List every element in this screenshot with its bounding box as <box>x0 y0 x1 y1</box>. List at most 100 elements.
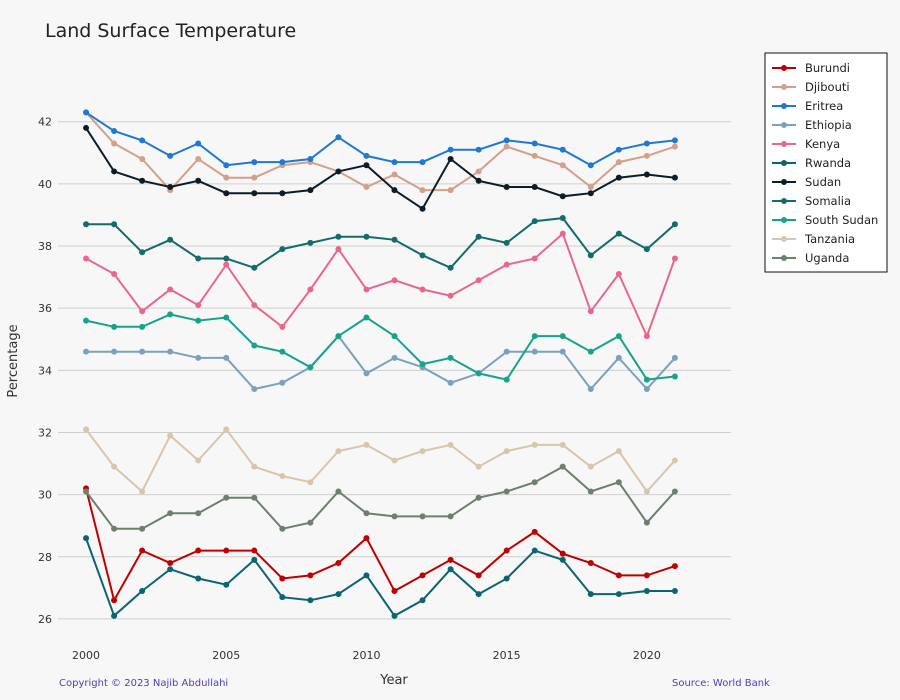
data-point <box>391 354 398 361</box>
data-point <box>223 314 230 321</box>
data-point <box>615 159 622 166</box>
data-point <box>279 159 286 166</box>
data-point <box>307 519 314 526</box>
legend-item-ethiopia: Ethiopia <box>772 118 852 132</box>
x-tick-label: 2010 <box>352 649 380 662</box>
data-point <box>503 448 510 455</box>
data-point <box>83 124 90 131</box>
data-point <box>251 190 258 197</box>
data-point <box>139 323 146 330</box>
series-south-sudan <box>83 311 678 383</box>
data-point <box>335 233 342 240</box>
y-tick-label: 34 <box>38 364 52 377</box>
data-point <box>335 246 342 253</box>
data-point <box>447 354 454 361</box>
data-point <box>111 525 118 532</box>
data-point <box>475 572 482 579</box>
data-point <box>419 597 426 604</box>
data-point <box>419 572 426 579</box>
data-point <box>83 317 90 324</box>
data-point <box>335 488 342 495</box>
data-point <box>559 146 566 153</box>
data-point <box>251 547 258 554</box>
data-point <box>223 174 230 181</box>
data-point <box>503 488 510 495</box>
data-point <box>475 591 482 598</box>
data-point <box>615 591 622 598</box>
data-point <box>503 547 510 554</box>
data-point <box>419 513 426 520</box>
legend-swatch-marker <box>781 65 787 71</box>
data-point <box>195 354 202 361</box>
data-point <box>223 261 230 268</box>
series-sudan <box>83 124 678 212</box>
series-somalia <box>83 215 678 271</box>
data-point <box>643 385 650 392</box>
data-point <box>671 354 678 361</box>
data-point <box>559 215 566 222</box>
data-point <box>419 205 426 212</box>
data-point <box>111 270 118 277</box>
data-point <box>531 528 538 535</box>
data-point <box>363 314 370 321</box>
data-point <box>615 270 622 277</box>
data-point <box>335 448 342 455</box>
legend-label: Uganda <box>805 251 849 265</box>
data-point <box>643 246 650 253</box>
data-point <box>391 236 398 243</box>
data-point <box>419 252 426 259</box>
data-point <box>531 479 538 486</box>
legend-swatch-marker <box>781 198 787 204</box>
data-point <box>251 463 258 470</box>
data-point <box>475 177 482 184</box>
data-point <box>139 308 146 315</box>
data-point <box>111 221 118 228</box>
data-point <box>559 162 566 169</box>
data-point <box>503 261 510 268</box>
data-point <box>335 591 342 598</box>
data-point <box>615 479 622 486</box>
data-point <box>363 152 370 159</box>
data-point <box>475 233 482 240</box>
data-point <box>559 193 566 200</box>
data-point <box>615 230 622 237</box>
y-axis-label: Percentage <box>6 324 21 397</box>
data-point <box>447 187 454 194</box>
data-point <box>307 156 314 163</box>
data-point <box>559 441 566 448</box>
data-point <box>307 239 314 246</box>
data-point <box>643 333 650 340</box>
legend-item-somalia: Somalia <box>772 194 851 208</box>
series-line-sudan <box>85 127 676 211</box>
data-point <box>671 137 678 144</box>
data-point <box>363 370 370 377</box>
data-point <box>391 277 398 284</box>
data-point <box>671 143 678 150</box>
data-point <box>223 494 230 501</box>
data-point <box>447 513 454 520</box>
data-point <box>447 441 454 448</box>
data-point <box>83 221 90 228</box>
data-point <box>559 556 566 563</box>
data-point <box>671 221 678 228</box>
data-point <box>475 494 482 501</box>
data-point <box>195 510 202 517</box>
data-point <box>419 361 426 368</box>
data-point <box>111 348 118 355</box>
legend-label: Sudan <box>805 175 841 189</box>
data-point <box>615 333 622 340</box>
copyright-credit: Copyright © 2023 Najib Abdullahi <box>59 678 229 689</box>
legend-swatch-marker <box>781 179 787 185</box>
y-tick-label: 38 <box>38 240 52 253</box>
data-point <box>167 510 174 517</box>
data-point <box>307 364 314 371</box>
data-point <box>587 190 594 197</box>
data-point <box>643 519 650 526</box>
data-point <box>83 255 90 262</box>
legend-item-south-sudan: South Sudan <box>772 213 878 227</box>
legend-label: Eritrea <box>805 99 843 113</box>
data-point <box>559 348 566 355</box>
legend-swatch-marker <box>781 103 787 109</box>
data-point <box>559 463 566 470</box>
data-point <box>139 525 146 532</box>
